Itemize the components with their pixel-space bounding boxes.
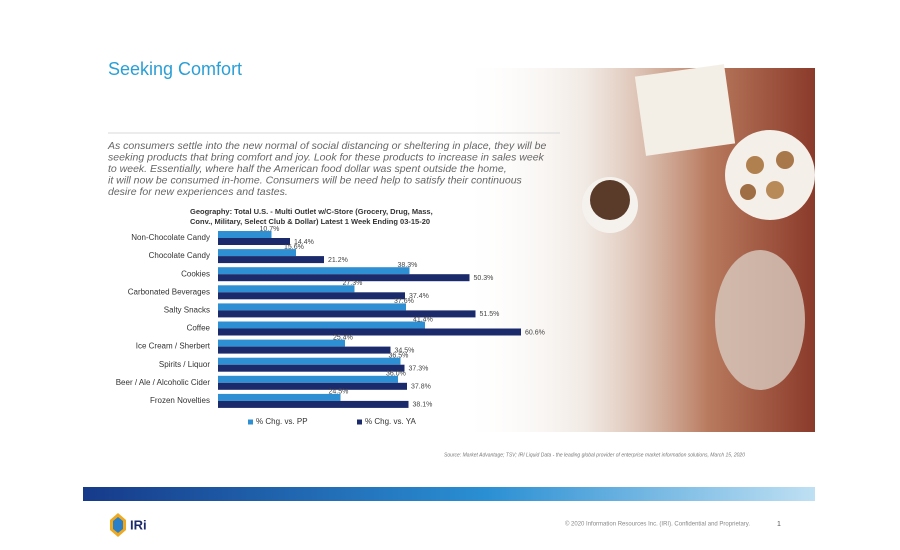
chart-subtitle: Conv., Military, Select Club & Dollar) L…: [190, 217, 430, 226]
body-text: As consumers settle into the new normal …: [107, 140, 546, 198]
category-label: Salty Snacks: [164, 306, 210, 315]
title: Seeking Comfort: [108, 59, 242, 79]
source: Source: Market Advantage; TSV; IRI Liqui…: [444, 452, 745, 458]
value-label: 36.5%: [389, 353, 409, 360]
value-label: 38.3%: [398, 262, 418, 269]
chart-subtitle: Geography: Total U.S. - Multi Outlet w/C…: [190, 207, 433, 216]
logo: IRi: [110, 513, 147, 537]
bar: [218, 339, 345, 347]
bar: [218, 382, 407, 390]
chart: Geography: Total U.S. - Multi Outlet w/C…: [116, 207, 545, 426]
body-line: to week. Essentially, where half the Ame…: [108, 163, 507, 175]
value-label: 15.6%: [284, 244, 304, 251]
legend-label: % Chg. vs. PP: [256, 417, 308, 426]
value-label: 27.3%: [343, 280, 363, 287]
category-label: Ice Cream / Sherbert: [136, 342, 211, 351]
bar: [218, 238, 290, 245]
bar: [218, 346, 391, 354]
category-label: Coffee: [187, 324, 211, 333]
logo-text: IRi: [130, 517, 147, 532]
bar: [218, 310, 476, 318]
bar: [218, 364, 405, 372]
value-label: 10.7%: [260, 226, 280, 233]
body-line: seeking products that bring comfort and …: [108, 151, 545, 163]
category-label: Chocolate Candy: [149, 251, 210, 260]
category-label: Non-Chocolate Candy: [131, 233, 210, 242]
value-label: 37.8%: [411, 384, 431, 391]
bar: [218, 285, 355, 293]
bar: [218, 256, 324, 264]
value-label: 37.4%: [409, 293, 429, 300]
category-label: Carbonated Beverages: [128, 287, 210, 296]
category-label: Spirits / Liquor: [159, 360, 210, 369]
value-label: 51.5%: [480, 311, 500, 318]
value-label: 24.5%: [329, 389, 349, 396]
bar: [218, 321, 425, 329]
value-label: 41.4%: [413, 316, 433, 323]
value-label: 37.6%: [394, 298, 414, 305]
body-line: desire for new experiences and tastes.: [108, 186, 288, 198]
value-label: 38.1%: [413, 402, 433, 409]
value-label: 37.3%: [409, 366, 429, 373]
category-label: Beer / Ale / Alcoholic Cider: [116, 378, 211, 387]
value-label: 14.4%: [294, 239, 314, 246]
bar: [218, 393, 341, 401]
footer-band: [83, 487, 815, 501]
bar: [218, 400, 409, 408]
value-label: 34.5%: [395, 347, 415, 354]
value-label: 21.2%: [328, 257, 348, 264]
body-line: As consumers settle into the new normal …: [107, 140, 546, 152]
bar: [218, 274, 470, 282]
value-label: 36.0%: [386, 371, 406, 378]
page-number: 1: [777, 521, 781, 528]
bar: [218, 303, 406, 311]
value-label: 60.6%: [525, 329, 545, 336]
category-label: Frozen Novelties: [150, 396, 210, 405]
bar: [218, 249, 296, 257]
value-label: 25.4%: [333, 334, 353, 341]
bar: [218, 292, 405, 300]
bar: [218, 328, 521, 336]
legend-swatch: [248, 419, 253, 425]
copyright: © 2020 Information Resources Inc. (IRI).…: [565, 521, 750, 528]
photo: [460, 64, 815, 432]
bar: [218, 357, 401, 365]
bar: [218, 267, 410, 275]
value-label: 50.3%: [474, 275, 494, 282]
bar: [218, 231, 272, 238]
category-label: Cookies: [181, 269, 210, 278]
bar: [218, 375, 398, 383]
legend-label: % Chg. vs. YA: [365, 417, 417, 426]
legend-swatch: [357, 419, 362, 425]
body-line: it will now be consumed in-home. Consume…: [108, 174, 523, 186]
